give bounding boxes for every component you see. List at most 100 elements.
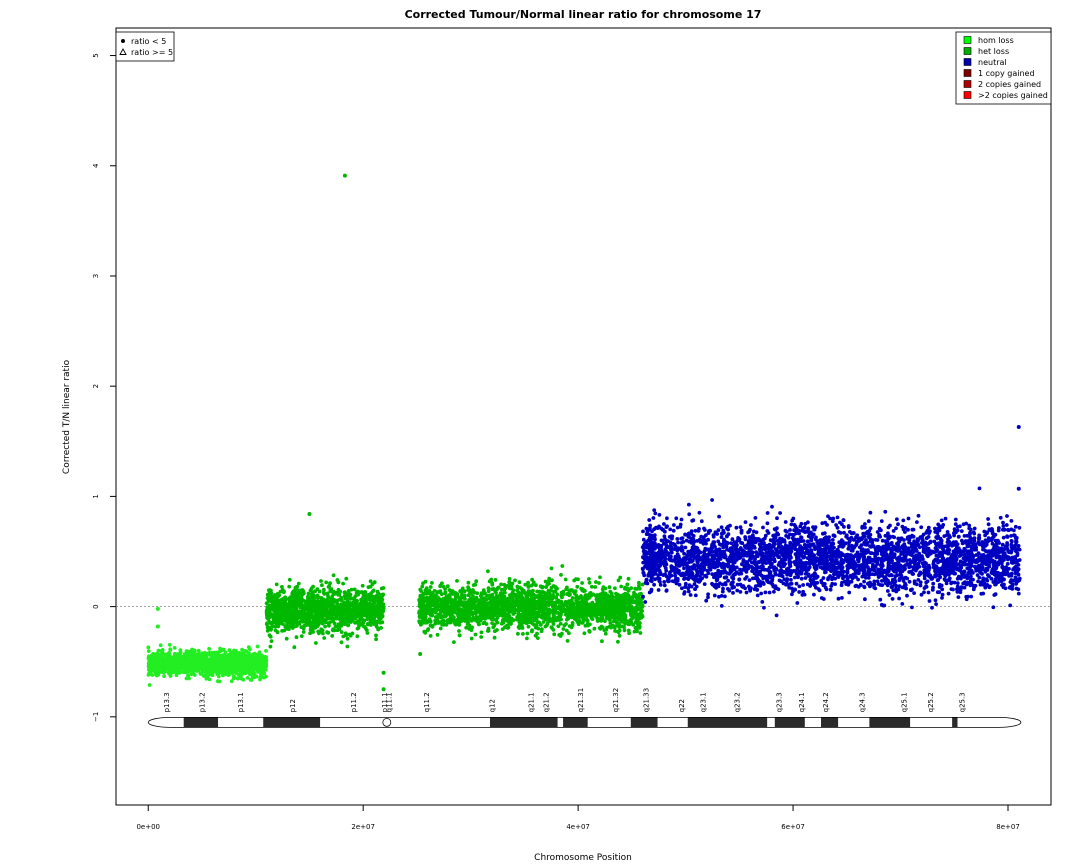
y-tick-label: 5 <box>92 53 100 57</box>
data-point <box>312 625 316 629</box>
data-point <box>483 591 487 595</box>
data-point <box>535 618 539 622</box>
data-point <box>249 678 253 682</box>
data-point <box>562 627 566 631</box>
data-point <box>613 629 617 633</box>
data-point <box>373 623 377 627</box>
data-point <box>598 575 602 579</box>
data-point <box>515 615 519 619</box>
data-point <box>639 631 643 635</box>
data-point <box>179 651 183 655</box>
data-point <box>451 607 455 611</box>
data-point <box>453 611 457 615</box>
data-point <box>618 634 622 638</box>
data-point <box>350 612 354 616</box>
data-point <box>456 614 460 618</box>
data-point <box>346 637 350 641</box>
data-point <box>317 596 321 600</box>
data-point <box>422 600 426 604</box>
data-point <box>527 585 531 589</box>
data-point <box>541 585 545 589</box>
data-point <box>322 607 326 611</box>
data-point <box>366 631 370 635</box>
data-point <box>292 645 296 649</box>
data-point <box>556 599 560 603</box>
data-point <box>508 607 512 611</box>
data-point <box>530 578 534 582</box>
data-point <box>535 607 539 611</box>
data-point <box>602 585 606 589</box>
data-point <box>528 619 532 623</box>
x-axis-title: Chromosome Position <box>534 853 632 863</box>
data-point <box>623 587 627 591</box>
data-point <box>276 630 280 634</box>
data-point <box>268 603 272 607</box>
data-point <box>559 634 563 638</box>
data-point <box>530 630 534 634</box>
data-point <box>153 665 157 669</box>
data-point <box>500 592 504 596</box>
data-point <box>547 607 551 611</box>
data-point <box>280 606 284 610</box>
y-tick-label: 0 <box>92 604 100 608</box>
data-point <box>225 658 229 662</box>
data-point <box>301 620 305 624</box>
data-point <box>510 592 514 596</box>
data-point <box>516 632 520 636</box>
data-point <box>550 567 554 571</box>
data-point <box>431 599 435 603</box>
data-point <box>557 605 561 609</box>
data-point <box>614 619 618 623</box>
data-point <box>548 601 552 605</box>
data-point <box>364 627 368 631</box>
data-point <box>378 620 382 624</box>
data-point <box>281 622 285 626</box>
data-point <box>330 634 334 638</box>
data-point <box>514 602 518 606</box>
data-point <box>479 635 483 639</box>
data-point <box>299 625 303 629</box>
data-point <box>434 606 438 610</box>
data-point <box>619 585 623 589</box>
data-point <box>303 617 307 621</box>
data-point <box>637 600 641 604</box>
data-point <box>514 593 518 597</box>
data-point <box>190 662 194 666</box>
data-point <box>287 617 291 621</box>
data-point <box>353 599 357 603</box>
data-point <box>380 596 384 600</box>
data-point <box>207 647 211 651</box>
data-point <box>522 612 526 616</box>
data-point <box>587 603 591 607</box>
data-point <box>332 598 336 602</box>
data-point <box>308 631 312 635</box>
data-point <box>473 611 477 615</box>
data-point <box>423 610 427 614</box>
data-point <box>525 637 529 641</box>
data-point <box>372 589 376 593</box>
data-point <box>350 588 354 592</box>
data-point <box>369 619 373 623</box>
data-point <box>466 622 470 626</box>
data-point <box>551 593 555 597</box>
data-point <box>377 615 381 619</box>
data-point <box>472 602 476 606</box>
data-point <box>197 652 201 656</box>
data-point <box>627 577 631 581</box>
data-point <box>273 619 277 623</box>
data-point <box>591 617 595 621</box>
data-point <box>282 629 286 633</box>
data-point <box>420 606 424 610</box>
data-point <box>570 616 574 620</box>
data-point <box>426 600 430 604</box>
data-point <box>277 599 281 603</box>
data-point <box>314 613 318 617</box>
data-point <box>500 622 504 626</box>
data-point <box>327 624 331 628</box>
data-point <box>184 667 188 671</box>
data-point <box>418 609 422 613</box>
data-point <box>343 590 347 594</box>
data-point <box>593 603 597 607</box>
data-point <box>637 581 641 585</box>
